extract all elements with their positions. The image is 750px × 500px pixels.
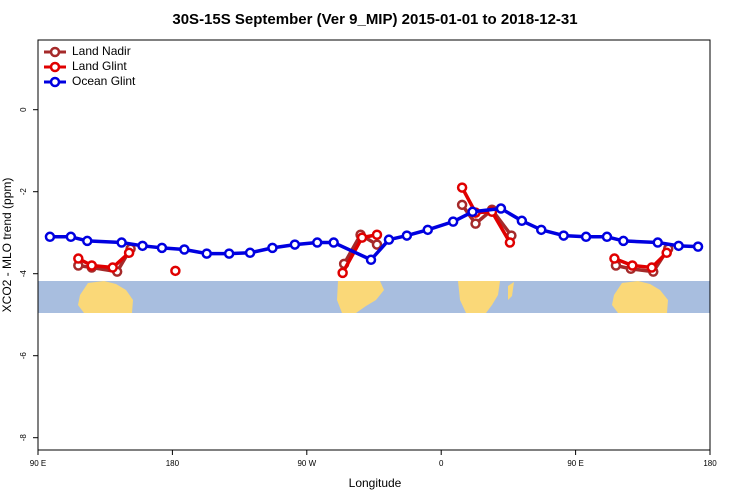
point [312, 237, 323, 248]
legend-marker [49, 76, 61, 88]
point [558, 230, 569, 241]
point [470, 218, 481, 229]
chart-title: 30S-15S September (Ver 9_MIP) 2015-01-01… [172, 11, 577, 28]
point [86, 260, 98, 271]
point [123, 247, 135, 259]
point [156, 242, 168, 254]
x-tick-label: 0 [439, 459, 444, 468]
legend-label: Land Glint [72, 59, 127, 73]
point [201, 248, 212, 259]
x-tick-label: 180 [703, 459, 717, 468]
point [401, 230, 413, 241]
x-tick-label: 180 [166, 459, 180, 468]
point [652, 237, 663, 248]
point [137, 240, 148, 252]
point [692, 241, 704, 252]
point [82, 235, 93, 247]
point [244, 247, 256, 259]
point [601, 231, 613, 243]
point [516, 215, 528, 227]
point [495, 203, 507, 214]
plot-frame [37, 39, 711, 451]
x-tick-label: 90 E [30, 459, 46, 468]
land [337, 281, 384, 313]
point [627, 260, 638, 271]
point [536, 224, 547, 236]
point [673, 240, 684, 252]
y-tick-label: 0 [19, 107, 28, 112]
point [223, 248, 235, 259]
point [365, 254, 377, 266]
y-tick-label: -6 [19, 352, 28, 360]
y-tick-label: -4 [19, 270, 28, 278]
x-tick-label: 90 W [297, 459, 316, 468]
point [646, 262, 658, 273]
x-tick-label: 90 E [567, 459, 583, 468]
y-axis-label: XCO2 - MLO trend (ppm) [0, 178, 14, 313]
point [371, 239, 383, 250]
point [580, 231, 592, 243]
x-axis-label: Longitude [349, 476, 402, 490]
legend-label: Ocean Glint [72, 74, 136, 88]
legend-label: Land Nadir [72, 44, 131, 58]
point [456, 182, 468, 193]
point [65, 231, 77, 243]
point [609, 253, 620, 264]
point [116, 237, 127, 248]
map-strip [38, 281, 710, 313]
point [73, 253, 84, 264]
point [356, 232, 368, 243]
point [371, 229, 383, 240]
point [467, 206, 478, 218]
point [456, 199, 468, 211]
point [267, 242, 278, 254]
point [337, 267, 348, 279]
y-tick-label: -2 [19, 188, 28, 196]
legend-marker [49, 61, 61, 73]
point [170, 265, 181, 277]
land [612, 281, 668, 313]
land [78, 281, 133, 313]
land [458, 281, 500, 313]
point [179, 244, 190, 255]
point [504, 237, 516, 248]
point [447, 216, 459, 227]
point [618, 235, 629, 247]
point [328, 237, 339, 248]
y-tick-label: -8 [19, 434, 28, 442]
point [289, 239, 301, 250]
legend-marker [49, 46, 61, 58]
point [44, 231, 56, 243]
point [422, 224, 434, 236]
point [661, 247, 672, 259]
point [383, 234, 395, 245]
land [508, 282, 514, 300]
point [107, 262, 118, 273]
